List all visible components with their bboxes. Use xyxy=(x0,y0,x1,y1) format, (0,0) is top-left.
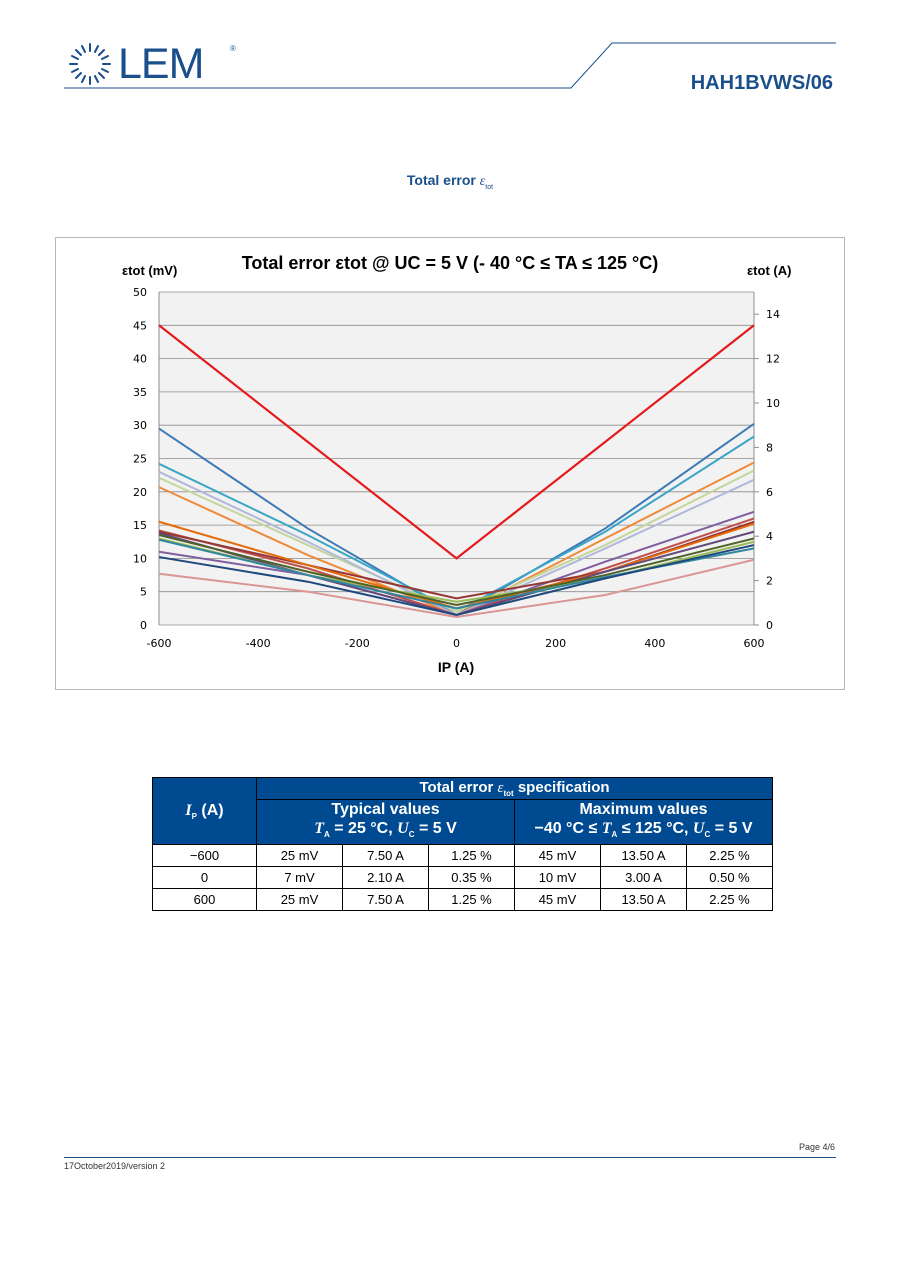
table-cell: 1.25 % xyxy=(428,888,515,912)
chart-title: Total error εtot @ UC = 5 V (- 40 °C ≤ T… xyxy=(242,253,658,273)
series-line-12 xyxy=(158,534,755,607)
table-cell: 1.25 % xyxy=(428,844,515,868)
table-cell: 0.35 % xyxy=(428,866,515,890)
y-left-tick-label: 15 xyxy=(133,519,147,532)
total-error-chart: 0 5 10 15 20 25 30 35 40 45 50 0 2 4 6 8 10 12 14 -600 -40… xyxy=(122,253,791,675)
chart-frame xyxy=(55,237,845,690)
x-tick-label: -600 xyxy=(147,637,172,650)
lem-logo: LEM xyxy=(118,40,204,88)
y-right-tick-label: 10 xyxy=(766,397,780,410)
x-tick-label: -200 xyxy=(345,637,370,650)
lem-sunburst-icon xyxy=(69,43,111,85)
spec-header: Total error εtot specification xyxy=(256,777,773,800)
y-right-tick-label: 8 xyxy=(766,441,773,454)
x-tick-label: 200 xyxy=(545,637,566,650)
series-line-4 xyxy=(158,469,755,613)
table-row: 0 7 mV 2.10 A 0.35 % 10 mV 3.00 A 0.50 % xyxy=(152,866,773,890)
table-cell: 2.25 % xyxy=(686,844,773,868)
typical-header: Typical values TA = 25 °C, UC = 5 V xyxy=(256,798,515,846)
y-right-tick-label: 6 xyxy=(766,486,773,499)
table-cell: 0.50 % xyxy=(686,866,773,890)
series-line-15 xyxy=(158,558,755,619)
y-right-tick-label: 12 xyxy=(766,353,780,366)
header-rule xyxy=(64,42,836,89)
table-cell: 13.50 A xyxy=(600,844,687,868)
table-cell: 7.50 A xyxy=(342,844,429,868)
table-cell: 13.50 A xyxy=(600,888,687,912)
y-left-tick-label: 35 xyxy=(133,386,147,399)
y-right-tick-label: 0 xyxy=(766,619,773,632)
document-title: HAH1BVWS/06 xyxy=(690,72,833,94)
table-cell: 10 mV xyxy=(514,866,601,890)
series-line-14 xyxy=(158,544,755,617)
y-axis-right-label: εtot (A) xyxy=(747,263,791,278)
y-left-tick-label: 30 xyxy=(133,419,147,432)
table-row: 600 25 mV 7.50 A 1.25 % 45 mV 13.50 A 2.… xyxy=(152,888,773,912)
version-date: 17October2019/version 2 xyxy=(64,1161,166,1171)
y-left-tick-label: 5 xyxy=(140,586,147,599)
total-error-spec-table: IP (A) Total error εtot specification Ty… xyxy=(152,776,773,912)
table-cell: 2.10 A xyxy=(342,866,429,890)
x-tick-label: 600 xyxy=(744,637,765,650)
footer-rule xyxy=(64,1157,836,1158)
x-tick-label: 400 xyxy=(644,637,665,650)
table-cell: 2.25 % xyxy=(686,888,773,912)
y-left-tick-label: 20 xyxy=(133,486,147,499)
table-cell: 45 mV xyxy=(514,888,601,912)
y-left-tick-label: 45 xyxy=(133,319,147,332)
y-left-tick-label: 0 xyxy=(140,619,147,632)
series-line-0 xyxy=(158,324,755,560)
logo-registered-mark: ® xyxy=(230,44,236,53)
x-tick-label: -400 xyxy=(246,637,271,650)
table-cell: 3.00 A xyxy=(600,866,687,890)
x-tick-label: 0 xyxy=(453,637,460,650)
y-left-tick-label: 40 xyxy=(133,353,147,366)
table-cell: −600 xyxy=(152,844,257,868)
page-number: Page 4/6 xyxy=(798,1142,835,1152)
table-cell: 7.50 A xyxy=(342,888,429,912)
x-axis-label: IP (A) xyxy=(438,659,474,675)
maximum-header: Maximum values −40 °C ≤ TA ≤ 125 °C, UC … xyxy=(514,798,773,846)
table-cell: 25 mV xyxy=(256,844,343,868)
y-right-tick-label: 14 xyxy=(766,308,780,321)
table-row: −600 25 mV 7.50 A 1.25 % 45 mV 13.50 A 2… xyxy=(152,844,773,868)
table-cell: 7 mV xyxy=(256,866,343,890)
y-axis-left-label: εtot (mV) xyxy=(122,263,177,278)
section-title: Total error εtot xyxy=(406,172,494,191)
y-left-tick-label: 10 xyxy=(133,552,147,565)
y-right-tick-label: 4 xyxy=(766,530,773,543)
table-cell: 0 xyxy=(152,866,257,890)
y-left-tick-label: 50 xyxy=(133,286,147,299)
table-cell: 45 mV xyxy=(514,844,601,868)
table-cell: 25 mV xyxy=(256,888,343,912)
y-left-tick-label: 25 xyxy=(133,453,147,466)
ip-header: IP (A) xyxy=(152,776,257,846)
table-cell: 600 xyxy=(152,888,257,912)
y-right-tick-label: 2 xyxy=(766,575,773,588)
